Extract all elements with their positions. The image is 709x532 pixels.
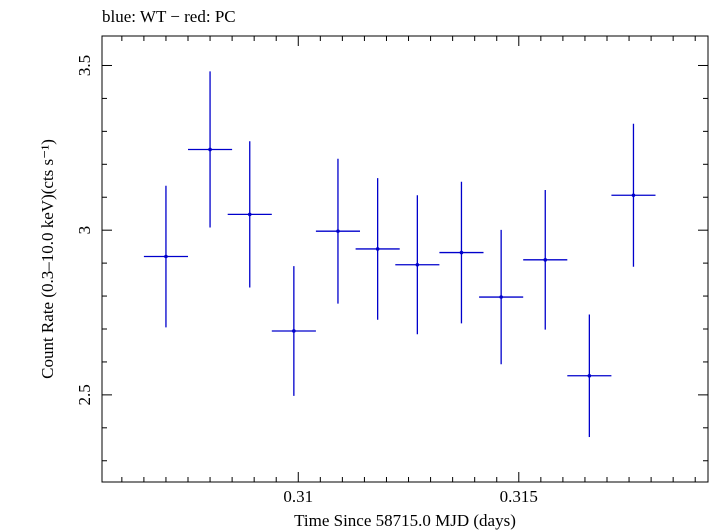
data-point [188, 71, 233, 228]
data-marker [631, 193, 636, 198]
data-point [271, 266, 316, 396]
data-marker [208, 147, 212, 152]
x-tick-label: 0.31 [283, 487, 313, 506]
data-point [611, 123, 656, 267]
y-tick-label: 2.5 [75, 384, 94, 405]
data-points [143, 71, 656, 438]
data-point [439, 181, 484, 324]
data-point [227, 141, 272, 288]
data-marker [292, 329, 296, 333]
data-point [143, 185, 189, 328]
data-marker [375, 247, 380, 251]
data-marker [543, 258, 548, 262]
data-point [395, 195, 440, 335]
x-axis-ticks: 0.31 0.315 [121, 36, 696, 506]
y-tick-label: 3 [75, 226, 94, 235]
data-marker [459, 250, 464, 255]
plot-frame [101, 35, 709, 483]
data-point [479, 229, 524, 365]
data-marker [587, 373, 592, 378]
data-marker [247, 212, 252, 217]
data-point [523, 189, 568, 330]
y-axis-label: Count Rate (0.3–10.0 keV)(cts s⁻¹) [38, 139, 57, 379]
data-marker [336, 229, 340, 233]
y-axis-ticks: 2.5 3 3.5 [75, 55, 708, 462]
x-axis-label: Time Since 58715.0 MJD (days) [294, 511, 516, 530]
data-point [315, 158, 361, 304]
data-point [567, 314, 612, 438]
y-tick-label: 3.5 [75, 55, 94, 76]
chart-title: blue: WT − red: PC [102, 7, 236, 26]
x-tick-label: 0.315 [500, 487, 538, 506]
data-point [355, 178, 400, 320]
data-marker [415, 262, 420, 267]
data-marker [164, 254, 168, 259]
data-marker [499, 295, 503, 299]
